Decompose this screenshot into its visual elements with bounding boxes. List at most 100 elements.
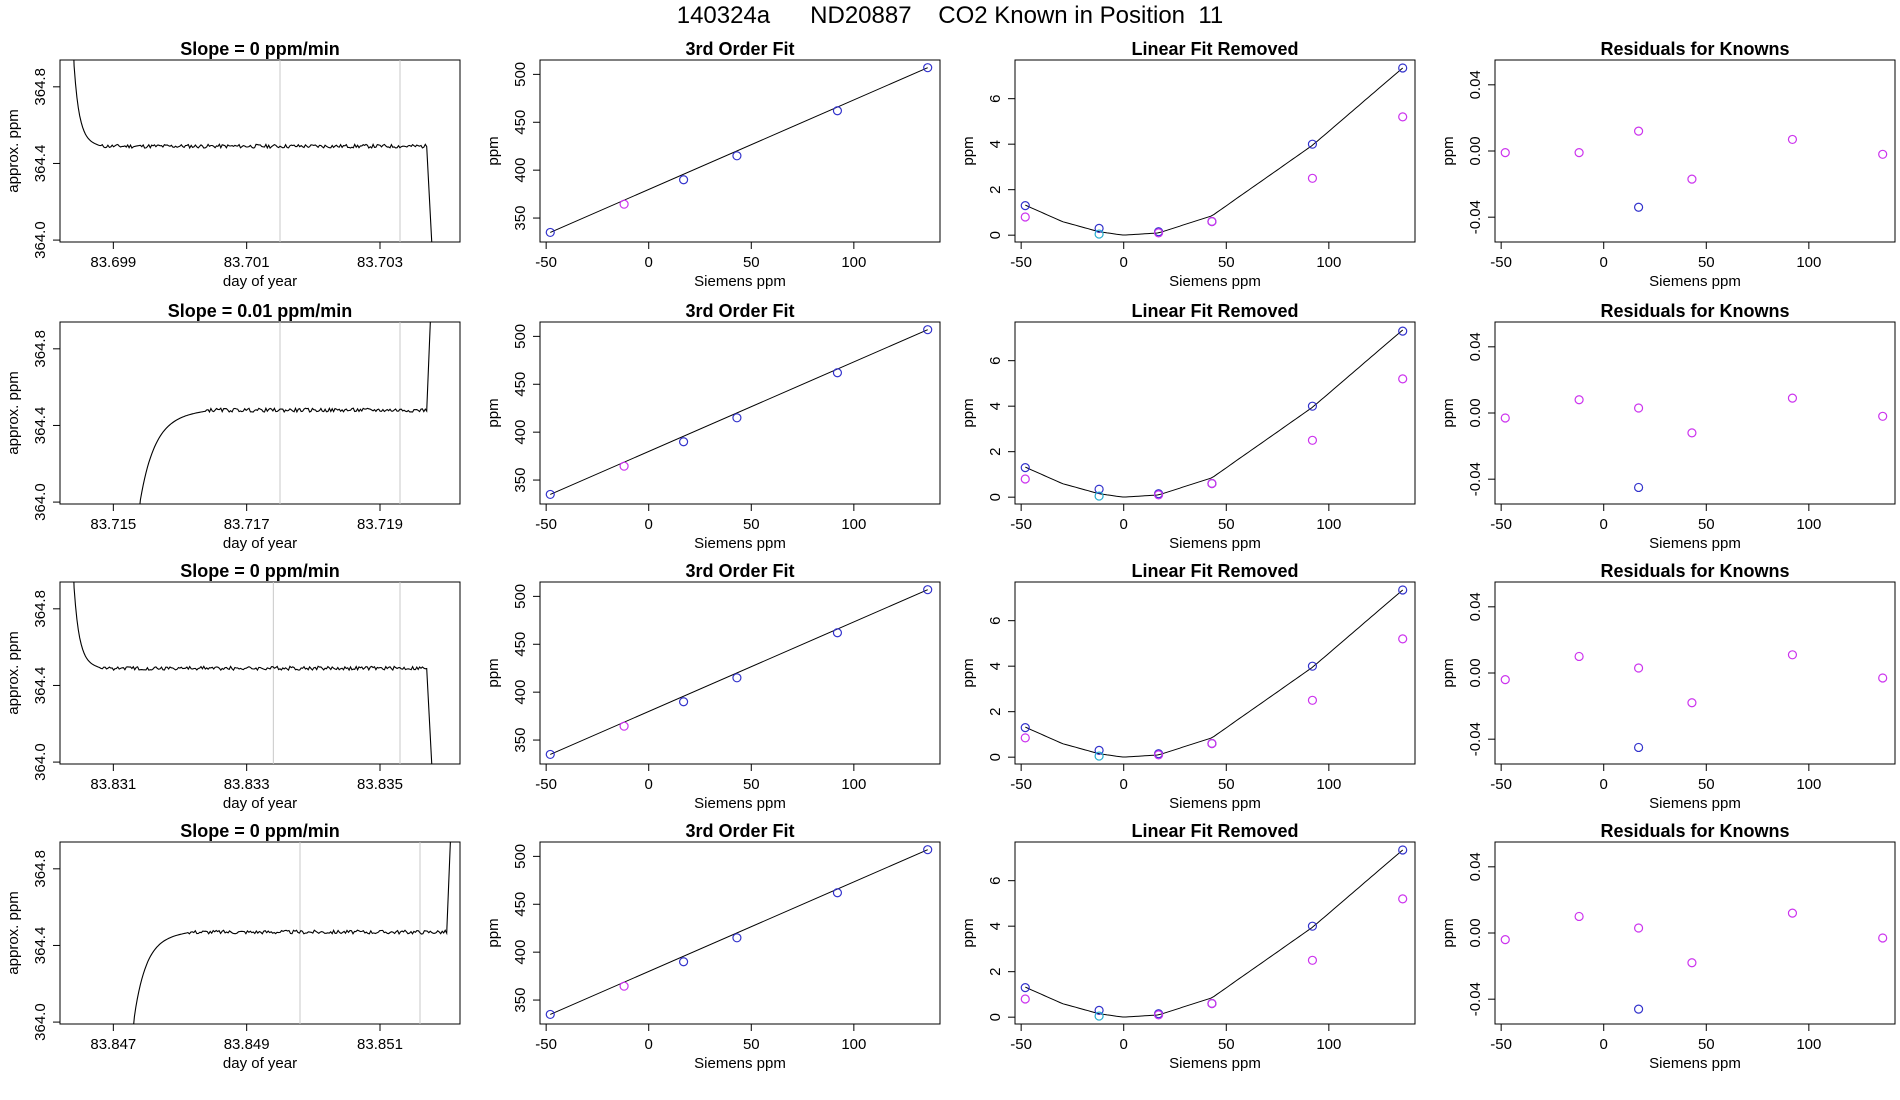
data-point <box>1094 491 1104 501</box>
panel-title: Slope = 0 ppm/min <box>180 821 340 841</box>
data-point <box>545 227 555 238</box>
data-point <box>619 199 629 209</box>
data-point <box>1787 393 1798 403</box>
data-point <box>619 461 629 471</box>
y-tick-label: 0 <box>987 493 1004 501</box>
panel-title: Linear Fit Removed <box>1131 561 1298 581</box>
y-tick-label: 350 <box>512 206 529 231</box>
panel-title: Slope = 0 ppm/min <box>180 39 340 59</box>
y-tick-label: 4 <box>987 402 1004 410</box>
x-tick-label: -50 <box>1490 1036 1512 1053</box>
fit-line <box>550 329 928 495</box>
data-point <box>1574 148 1584 158</box>
plot-frame <box>539 59 941 243</box>
trace-line <box>73 582 433 764</box>
data-point <box>1878 411 1888 421</box>
y-tick-label: 0.00 <box>1467 918 1484 947</box>
x-axis-label: Siemens ppm <box>1169 1055 1261 1072</box>
y-axis-label: ppm <box>1440 136 1457 165</box>
panel-1-3: Linear Fit Removed -50 0 50 100 Siemens ppm 0 2… <box>960 39 1416 290</box>
y-axis-label: ppm <box>1440 918 1457 947</box>
x-tick-label: 100 <box>841 1036 866 1053</box>
data-point <box>923 63 933 73</box>
y-axis-label: approx. ppm <box>5 109 22 192</box>
x-axis-label: Siemens ppm <box>694 1055 786 1072</box>
data-point <box>1398 845 1408 855</box>
x-tick-label: 0 <box>645 516 653 533</box>
x-tick-label: -50 <box>1010 1036 1032 1053</box>
plot-area <box>550 849 928 1015</box>
trace-line <box>139 322 431 504</box>
y-axis-label: ppm <box>1440 398 1457 427</box>
data-point <box>1633 742 1644 753</box>
x-tick-label: 50 <box>1698 516 1715 533</box>
y-tick-label: 4 <box>987 922 1004 930</box>
plot-frame <box>539 321 941 505</box>
data-point <box>1500 675 1510 685</box>
x-axis-label: Siemens ppm <box>694 535 786 552</box>
fit-line <box>550 849 928 1015</box>
data-point <box>678 175 689 185</box>
y-tick-label: 0 <box>987 753 1004 761</box>
data-point <box>1574 395 1584 405</box>
y-tick-label: 6 <box>987 617 1004 625</box>
panel-title: Slope = 0.01 ppm/min <box>168 301 353 321</box>
x-tick-label: 0 <box>1120 776 1128 793</box>
data-point <box>1094 484 1104 494</box>
y-tick-label: 6 <box>987 357 1004 365</box>
y-tick-label: 0.04 <box>1467 70 1484 99</box>
x-tick-label: 100 <box>1796 516 1821 533</box>
y-tick-label: -0.04 <box>1467 200 1484 234</box>
data-point <box>1787 908 1798 918</box>
data-point <box>1687 698 1697 708</box>
data-point <box>1687 958 1697 968</box>
y-axis-label: approx. ppm <box>5 371 22 454</box>
plot-area <box>139 322 431 504</box>
x-tick-label: -50 <box>535 254 557 271</box>
fit-curve <box>1025 329 1404 498</box>
y-tick-label: 364.8 <box>32 330 49 368</box>
x-tick-label: 100 <box>1316 254 1341 271</box>
data-point <box>1307 435 1318 445</box>
plot-frame <box>59 59 461 243</box>
x-tick-label: 50 <box>743 1036 760 1053</box>
x-tick-label: -50 <box>1010 516 1032 533</box>
data-point <box>1687 174 1697 184</box>
data-point <box>1094 223 1104 233</box>
y-tick-label: 364.0 <box>32 483 49 521</box>
plot-frame <box>1494 841 1896 1025</box>
data-point <box>1787 134 1798 145</box>
data-point <box>619 721 629 731</box>
x-tick-label: 0 <box>645 776 653 793</box>
data-point <box>1787 650 1798 660</box>
y-tick-label: 2 <box>987 968 1004 976</box>
x-tick-label: 0 <box>1120 1036 1128 1053</box>
x-tick-label: -50 <box>1490 516 1512 533</box>
y-tick-label: 400 <box>512 680 529 705</box>
panel-3-1: Slope = 0 ppm/min 83.831 83.833 83.835 day o… <box>5 561 461 812</box>
y-tick-label: 350 <box>512 988 529 1013</box>
x-tick-label: -50 <box>535 1036 557 1053</box>
data-point <box>678 437 689 447</box>
x-tick-label: 83.715 <box>90 516 136 533</box>
x-tick-label: 50 <box>743 254 760 271</box>
fit-curve <box>1025 67 1404 236</box>
data-point <box>1020 982 1030 993</box>
plot-frame <box>1494 59 1896 243</box>
data-point <box>1398 894 1408 904</box>
panel-title: Residuals for Knowns <box>1600 561 1789 581</box>
data-point <box>1094 1011 1104 1021</box>
data-point <box>832 888 843 898</box>
data-point <box>1094 745 1104 755</box>
data-point <box>1020 463 1030 473</box>
data-point <box>832 106 843 116</box>
data-point <box>1020 474 1030 484</box>
data-point <box>1687 428 1697 438</box>
x-axis-label: Siemens ppm <box>1649 795 1741 812</box>
y-tick-label: 364.4 <box>32 927 49 965</box>
data-point <box>1307 921 1318 931</box>
x-tick-label: 50 <box>743 776 760 793</box>
x-tick-label: 83.835 <box>357 776 403 793</box>
y-tick-label: 0.00 <box>1467 658 1484 687</box>
data-point <box>732 673 742 683</box>
